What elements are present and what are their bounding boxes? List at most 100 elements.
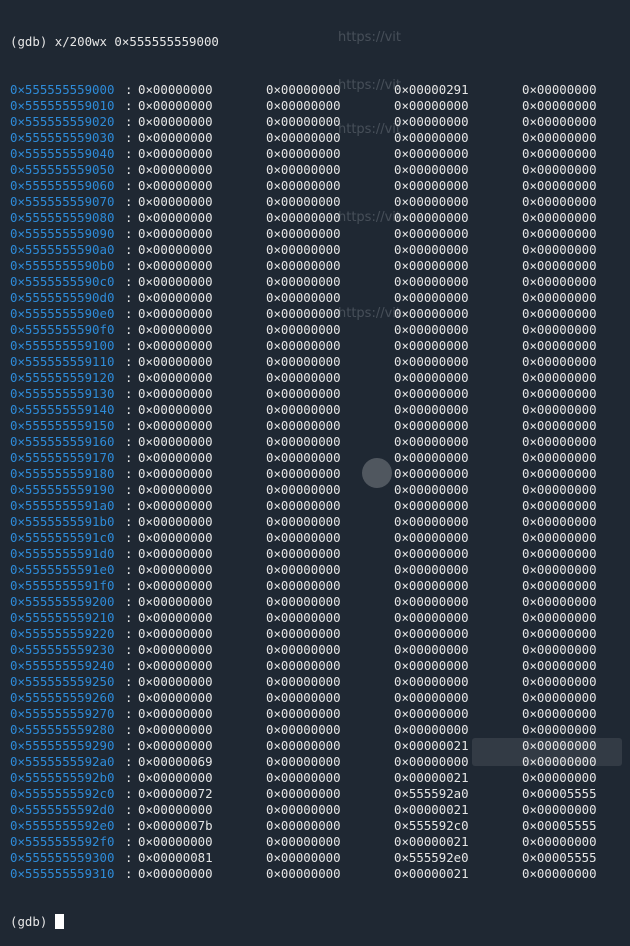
- memory-row: 0×555555559150:0×00000000 0×00000000 0×000…: [10, 418, 630, 434]
- memory-address: 0×555555559240: [10, 658, 115, 673]
- memory-word: 0×00000000: [394, 610, 469, 625]
- address-separator: :: [125, 546, 133, 561]
- memory-word: 0×00000291: [394, 82, 469, 97]
- memory-word: 0×00000000: [138, 178, 213, 193]
- memory-word: 0×00000000: [522, 338, 597, 353]
- memory-address: 0×555555559310: [10, 866, 115, 881]
- address-separator: :: [125, 130, 133, 145]
- memory-word: 0×00000000: [138, 274, 213, 289]
- memory-word: 0×00000000: [138, 210, 213, 225]
- memory-word: 0×00000000: [138, 562, 213, 577]
- memory-word: 0×00000000: [394, 418, 469, 433]
- memory-word: 0×00000000: [394, 626, 469, 641]
- memory-word: 0×00000000: [138, 162, 213, 177]
- memory-word: 0×00000000: [394, 386, 469, 401]
- memory-word: 0×00000000: [138, 242, 213, 257]
- memory-word: 0×00000000: [522, 626, 597, 641]
- memory-word: 0×00000000: [138, 354, 213, 369]
- memory-row: 0×555555559140:0×00000000 0×00000000 0×000…: [10, 402, 630, 418]
- memory-address: 0×5555555591a0: [10, 498, 115, 513]
- memory-address: 0×5555555592d0: [10, 802, 115, 817]
- memory-word: 0×00000000: [138, 706, 213, 721]
- memory-word: 0×00000021: [394, 866, 469, 881]
- address-separator: :: [125, 626, 133, 641]
- command-line: (gdb) x/200wx 0×555555559000: [10, 34, 219, 49]
- memory-word: 0×00000021: [394, 738, 469, 753]
- address-separator: :: [125, 610, 133, 625]
- memory-word: 0×00000000: [266, 274, 341, 289]
- memory-word: 0×00000000: [394, 98, 469, 113]
- memory-word: 0×00000000: [394, 562, 469, 577]
- memory-word: 0×00000000: [394, 706, 469, 721]
- memory-word: 0×00000000: [138, 146, 213, 161]
- memory-word: 0×00000000: [266, 450, 341, 465]
- memory-word: 0×00000000: [266, 626, 341, 641]
- memory-word: 0×00000000: [138, 450, 213, 465]
- address-separator: :: [125, 578, 133, 593]
- address-separator: :: [125, 866, 133, 881]
- memory-address: 0×555555559150: [10, 418, 115, 433]
- memory-word: 0×00000000: [522, 866, 597, 881]
- memory-word: 0×00000000: [522, 674, 597, 689]
- memory-word: 0×00000000: [394, 578, 469, 593]
- memory-word: 0×00000000: [266, 658, 341, 673]
- address-separator: :: [125, 802, 133, 817]
- memory-word: 0×00000000: [266, 866, 341, 881]
- address-separator: :: [125, 850, 133, 865]
- memory-word: 0×00000000: [522, 162, 597, 177]
- memory-word: 0×00000000: [266, 178, 341, 193]
- memory-address: 0×5555555590d0: [10, 290, 115, 305]
- address-separator: :: [125, 178, 133, 193]
- memory-word: 0×00000000: [266, 258, 341, 273]
- memory-address: 0×555555559070: [10, 194, 115, 209]
- gdb-terminal[interactable]: (gdb) x/200wx 0×555555559000 0×555555559…: [10, 2, 630, 946]
- memory-word: 0×00000000: [266, 578, 341, 593]
- memory-address: 0×5555555591c0: [10, 530, 115, 545]
- prompt-line[interactable]: (gdb): [10, 914, 630, 930]
- memory-word: 0×555592e0: [394, 850, 469, 865]
- memory-word: 0×00000000: [266, 594, 341, 609]
- memory-word: 0×555592c0: [394, 818, 469, 833]
- memory-word: 0×00000000: [522, 562, 597, 577]
- memory-row: 0×555555559210:0×00000000 0×00000000 0×000…: [10, 610, 630, 626]
- memory-word: 0×00000000: [266, 114, 341, 129]
- memory-address: 0×5555555592a0: [10, 754, 115, 769]
- memory-word: 0×00000021: [394, 802, 469, 817]
- memory-row: 0×555555559200:0×00000000 0×00000000 0×000…: [10, 594, 630, 610]
- memory-address: 0×5555555592e0: [10, 818, 115, 833]
- address-separator: :: [125, 194, 133, 209]
- memory-word: 0×00000000: [138, 594, 213, 609]
- memory-address: 0×5555555591d0: [10, 546, 115, 561]
- address-separator: :: [125, 322, 133, 337]
- memory-row: 0×5555555592e0:0×0000007b 0×00000000 0×555…: [10, 818, 630, 834]
- memory-address: 0×555555559000: [10, 82, 115, 97]
- address-separator: :: [125, 386, 133, 401]
- memory-address: 0×555555559020: [10, 114, 115, 129]
- memory-address: 0×555555559250: [10, 674, 115, 689]
- memory-word: 0×00000000: [522, 610, 597, 625]
- memory-word: 0×00000000: [394, 258, 469, 273]
- address-separator: :: [125, 562, 133, 577]
- address-separator: :: [125, 690, 133, 705]
- memory-word: 0×00000000: [522, 642, 597, 657]
- memory-word: 0×00000000: [394, 690, 469, 705]
- address-separator: :: [125, 594, 133, 609]
- memory-row: 0×555555559270:0×00000000 0×00000000 0×000…: [10, 706, 630, 722]
- memory-word: 0×00000000: [266, 386, 341, 401]
- memory-row: 0×555555559180:0×00000000 0×00000000 0×000…: [10, 466, 630, 482]
- memory-row: 0×555555559220: 0×00000000 0×00000000 0×000…: [10, 626, 630, 642]
- memory-word: 0×00000000: [394, 290, 469, 305]
- memory-word: 0×00000000: [394, 594, 469, 609]
- memory-row: 0×5555555591a0:0×00000000 0×00000000 0×000…: [10, 498, 630, 514]
- memory-word: 0×00000000: [394, 274, 469, 289]
- memory-row: 0×555555559250:0×00000000 0×00000000 0×000…: [10, 674, 630, 690]
- memory-word: 0×00000000: [138, 722, 213, 737]
- memory-word: 0×00000000: [266, 514, 341, 529]
- address-separator: :: [125, 242, 133, 257]
- memory-word: 0×00000000: [394, 530, 469, 545]
- memory-word: 0×00000000: [394, 658, 469, 673]
- memory-word: 0×00000000: [522, 306, 597, 321]
- memory-address: 0×555555559220: [10, 626, 115, 641]
- address-separator: :: [125, 786, 133, 801]
- memory-word: 0×00000000: [138, 578, 213, 593]
